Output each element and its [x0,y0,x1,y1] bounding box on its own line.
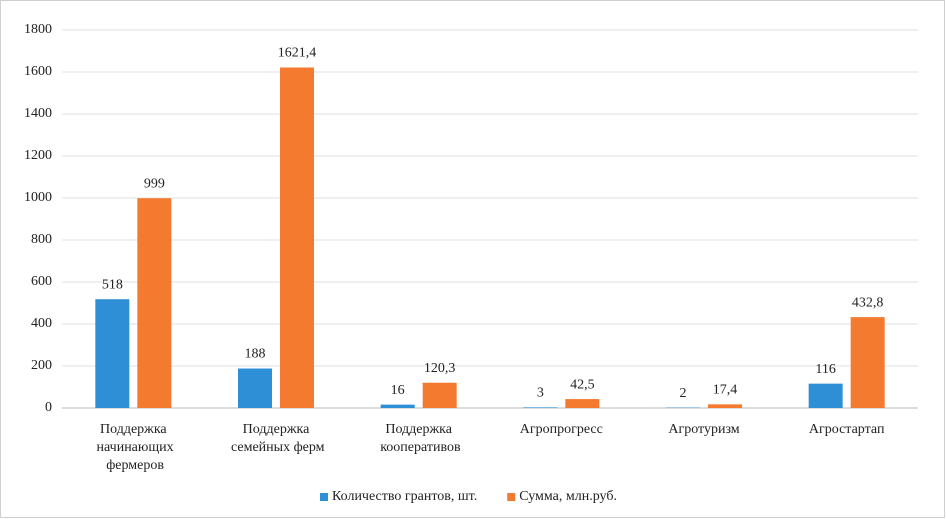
data-label: 116 [815,362,835,377]
bar [137,198,172,408]
x-tick-label: Поддержка семейных ферм [228,422,325,455]
bar [850,317,885,408]
y-tick-label: 1000 [24,190,52,205]
legend-label: Количество грантов, шт. [332,489,477,504]
x-tick-label: Агротуризм [668,422,739,437]
bar [238,368,272,408]
legend-label: Сумма, млн.руб. [519,489,617,504]
bar [280,67,314,409]
y-tick-label: 1800 [24,22,52,37]
data-label: 518 [102,277,123,292]
y-tick-label: 600 [31,274,52,289]
data-label: 1621,4 [278,46,317,61]
x-tick-label: Поддержка начинающих фермеров [93,422,174,473]
data-label: 120,3 [424,361,456,376]
bar [380,404,415,408]
data-label: 16 [391,383,405,398]
data-label: 42,5 [570,377,595,392]
y-tick-label: 1400 [24,106,52,121]
y-tick-label: 1600 [24,64,52,79]
y-tick-label: 400 [31,316,52,331]
data-label: 3 [537,386,544,401]
data-label: 999 [144,176,165,191]
x-tick-label: Агропрогресс [520,422,603,437]
bar [808,383,843,408]
data-label: 17,4 [713,383,738,398]
bar [708,404,742,408]
y-tick-label: 1200 [24,148,52,163]
bar [565,399,600,408]
x-tick-label: Поддержка кооперативов [377,422,461,455]
bar [422,382,457,408]
legend-swatch [320,493,328,501]
bar [95,299,130,408]
data-label: 2 [680,386,687,401]
x-tick-label: Агростартап [809,422,885,437]
y-tick-label: 0 [45,400,52,415]
y-tick-label: 200 [31,358,52,373]
y-tick-label: 800 [31,232,52,247]
bar [523,407,558,408]
data-label: 188 [245,347,266,362]
legend-swatch [507,493,516,501]
data-label: 432,8 [852,295,884,310]
